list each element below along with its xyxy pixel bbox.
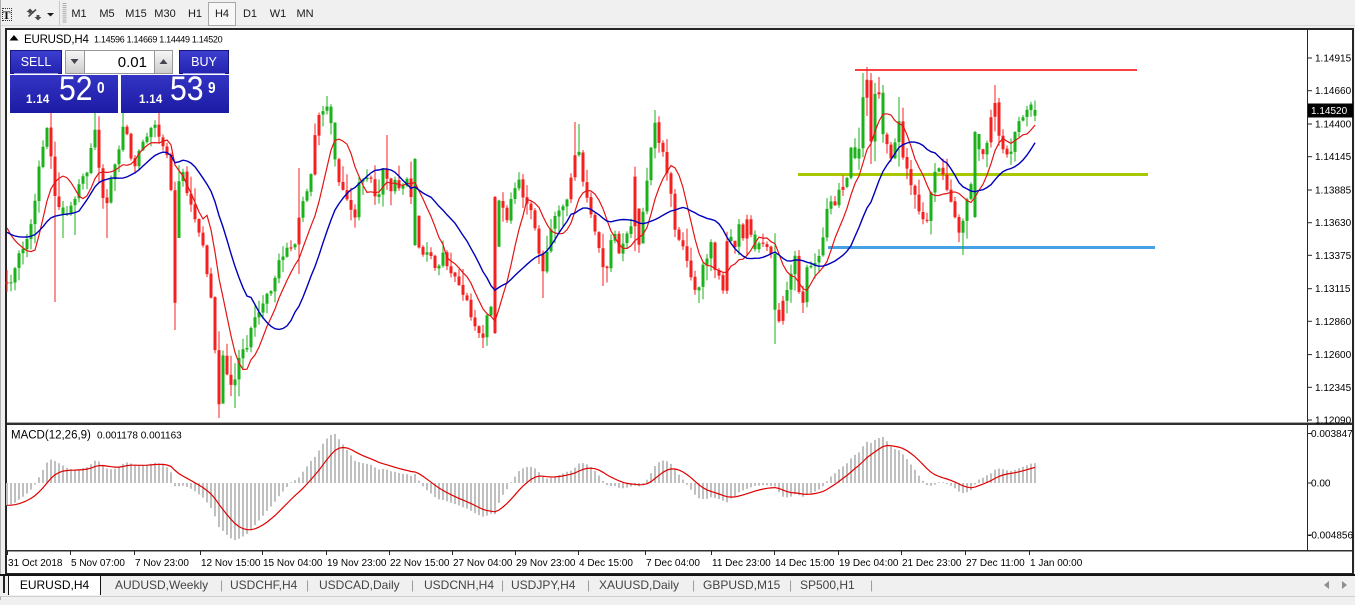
svg-text:0.001178 0.001163: 0.001178 0.001163 [97, 431, 182, 442]
svg-text:22 Nov 15:00: 22 Nov 15:00 [390, 558, 450, 569]
svg-text:1.13885: 1.13885 [1315, 186, 1352, 197]
svg-text:19 Nov 23:00: 19 Nov 23:00 [327, 558, 387, 569]
svg-text:1.13630: 1.13630 [1315, 218, 1352, 229]
svg-text:19 Dec 04:00: 19 Dec 04:00 [839, 558, 899, 569]
svg-text:1.12600: 1.12600 [1315, 350, 1352, 361]
svg-text:11 Dec 23:00: 11 Dec 23:00 [712, 558, 771, 569]
svg-text:7 Dec 04:00: 7 Dec 04:00 [646, 558, 700, 569]
svg-text:4 Dec 15:00: 4 Dec 15:00 [579, 558, 633, 569]
svg-text:14 Dec 15:00: 14 Dec 15:00 [775, 558, 835, 569]
svg-text:12 Nov 15:00: 12 Nov 15:00 [201, 558, 261, 569]
svg-text:7 Nov 23:00: 7 Nov 23:00 [135, 558, 189, 569]
svg-text:1 Jan 00:00: 1 Jan 00:00 [1030, 558, 1083, 569]
svg-text:-0.004856: -0.004856 [1308, 531, 1353, 542]
svg-text:1.14145: 1.14145 [1315, 152, 1352, 163]
svg-text:27 Dec 11:00: 27 Dec 11:00 [966, 558, 1025, 569]
svg-text:MACD(12,26,9): MACD(12,26,9) [11, 430, 91, 442]
svg-text:27 Nov 04:00: 27 Nov 04:00 [453, 558, 513, 569]
svg-text:1.13115: 1.13115 [1315, 284, 1351, 295]
svg-text:1.14660: 1.14660 [1315, 86, 1352, 97]
svg-text:1.14915: 1.14915 [1315, 54, 1352, 65]
svg-text:0.00: 0.00 [1311, 479, 1331, 490]
svg-text:1.12345: 1.12345 [1315, 383, 1352, 394]
svg-text:1.14520: 1.14520 [1311, 106, 1348, 117]
svg-text:29 Nov 23:00: 29 Nov 23:00 [516, 558, 576, 569]
svg-text:1.13375: 1.13375 [1315, 251, 1352, 262]
svg-text:1.12860: 1.12860 [1315, 317, 1352, 328]
svg-text:5 Nov 07:00: 5 Nov 07:00 [71, 558, 125, 569]
svg-text:1.12090: 1.12090 [1315, 416, 1352, 427]
svg-text:15 Nov 04:00: 15 Nov 04:00 [263, 558, 323, 569]
svg-text:21 Dec 23:00: 21 Dec 23:00 [902, 558, 962, 569]
svg-text:EURUSD,H4: EURUSD,H4 [24, 34, 89, 46]
svg-text:0.003847: 0.003847 [1311, 429, 1353, 440]
svg-text:1.14596 1.14669 1.14449 1.1452: 1.14596 1.14669 1.14449 1.14520 [94, 35, 223, 45]
svg-text:1.14400: 1.14400 [1315, 120, 1352, 131]
svg-text:31 Oct 2018: 31 Oct 2018 [8, 558, 63, 569]
